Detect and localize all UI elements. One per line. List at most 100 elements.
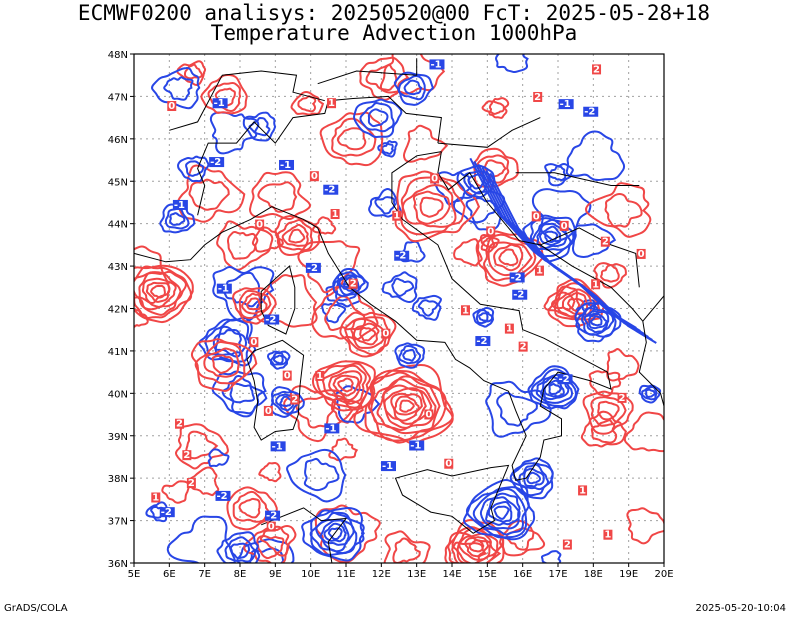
contour-line (211, 354, 234, 374)
contour-line (390, 392, 423, 422)
contour-line (243, 525, 290, 563)
contour-line (489, 172, 657, 344)
contour-label: -2 (324, 185, 335, 196)
contour-line (185, 160, 205, 177)
lon-tick-label: 12E (372, 569, 391, 580)
contour-label: 1 (316, 371, 323, 382)
lat-tick-label: 47N (108, 92, 128, 103)
contour-line (163, 76, 194, 101)
contour-label: 1 (332, 209, 339, 220)
contour-label: -2 (217, 491, 228, 502)
contour-line (319, 518, 350, 546)
lat-tick-label: 44N (108, 220, 128, 231)
contour-line (590, 315, 603, 327)
contour-line (279, 395, 293, 408)
contour-label-bg (186, 478, 196, 489)
coast-sardinia (246, 339, 305, 441)
contour-line (547, 165, 567, 182)
contour-label: 1 (579, 485, 586, 496)
contour-line (540, 550, 562, 563)
contour-line (381, 142, 394, 155)
contour-label: 0 (382, 329, 389, 340)
contour-line (359, 56, 410, 101)
contour-line (176, 164, 246, 223)
contour-line (536, 222, 569, 249)
contour-line (161, 480, 190, 504)
contour-line (478, 312, 489, 322)
coastline (134, 58, 664, 563)
contour-label: 0 (284, 371, 291, 382)
contour-label-bg (460, 305, 470, 316)
contour-line (379, 54, 446, 95)
contour-line (352, 322, 380, 346)
contour-line (597, 400, 620, 421)
border-switzerland (169, 70, 325, 131)
contour-line (539, 225, 562, 246)
contour-line (339, 311, 397, 358)
contour-line (288, 228, 306, 244)
lat-tick-label: 40N (108, 389, 128, 400)
contour-label-bg (380, 461, 396, 472)
lat-tick-label: 37N (108, 517, 128, 528)
contour-label: -2 (210, 157, 221, 168)
contour-line (472, 306, 495, 328)
contour-label-bg (172, 199, 188, 210)
contour-line (444, 531, 502, 563)
coast-sicily (394, 464, 510, 534)
contour-line (258, 461, 282, 483)
contour-label-bg (429, 59, 445, 70)
contour-line (337, 377, 354, 393)
contour-line (216, 220, 274, 271)
contour-line (397, 74, 426, 101)
contour-line (145, 281, 171, 303)
contour-line (188, 178, 230, 211)
contour-label: -2 (511, 272, 522, 283)
contour-line (245, 297, 262, 311)
contour-line (194, 340, 246, 385)
contour-label: -2 (513, 290, 524, 301)
contour-label-bg (558, 99, 574, 110)
contour-line (485, 496, 521, 526)
contour-label: 1 (506, 324, 513, 335)
contour-line (401, 184, 457, 228)
contour-line (324, 295, 367, 331)
contour-line (465, 197, 498, 224)
coast-corsica (260, 265, 296, 335)
contour-label-bg (327, 98, 337, 109)
contour-line (271, 390, 300, 415)
contour-line (463, 479, 536, 541)
contour-label-bg (509, 272, 525, 283)
contour-line (216, 531, 261, 563)
contour-label: -1 (280, 160, 291, 171)
contour-label: 0 (638, 249, 645, 260)
contour-line (169, 212, 186, 226)
contour-line (376, 378, 437, 432)
contour-line (200, 73, 248, 115)
contour-label: -1 (382, 461, 393, 472)
contour-line (493, 243, 524, 272)
contour-label: 0 (250, 337, 257, 348)
contour-label: -2 (584, 107, 595, 118)
contour-line (399, 399, 415, 413)
contour-line (487, 500, 513, 523)
contour-label-bg (324, 423, 340, 434)
contour-label: 2 (291, 395, 298, 406)
contour-line (321, 302, 347, 324)
contour-line (353, 98, 403, 138)
contour-line (134, 270, 187, 316)
contour-line (270, 351, 288, 366)
contour-line (338, 274, 359, 292)
contour-line (316, 362, 371, 409)
contour-label-bg (444, 458, 454, 469)
contour-label-bg (159, 507, 175, 518)
lon-tick-label: 6E (163, 569, 176, 580)
contour-line (582, 390, 634, 435)
contour-label: 2 (619, 393, 626, 404)
contour-label: 1 (152, 492, 159, 503)
contour-field (134, 54, 664, 563)
contour-label-bg (531, 211, 541, 222)
contour-label-bg (559, 220, 569, 231)
contour-label-bg (534, 265, 544, 276)
contour-label: -2 (161, 507, 172, 518)
contour-line (314, 504, 381, 563)
